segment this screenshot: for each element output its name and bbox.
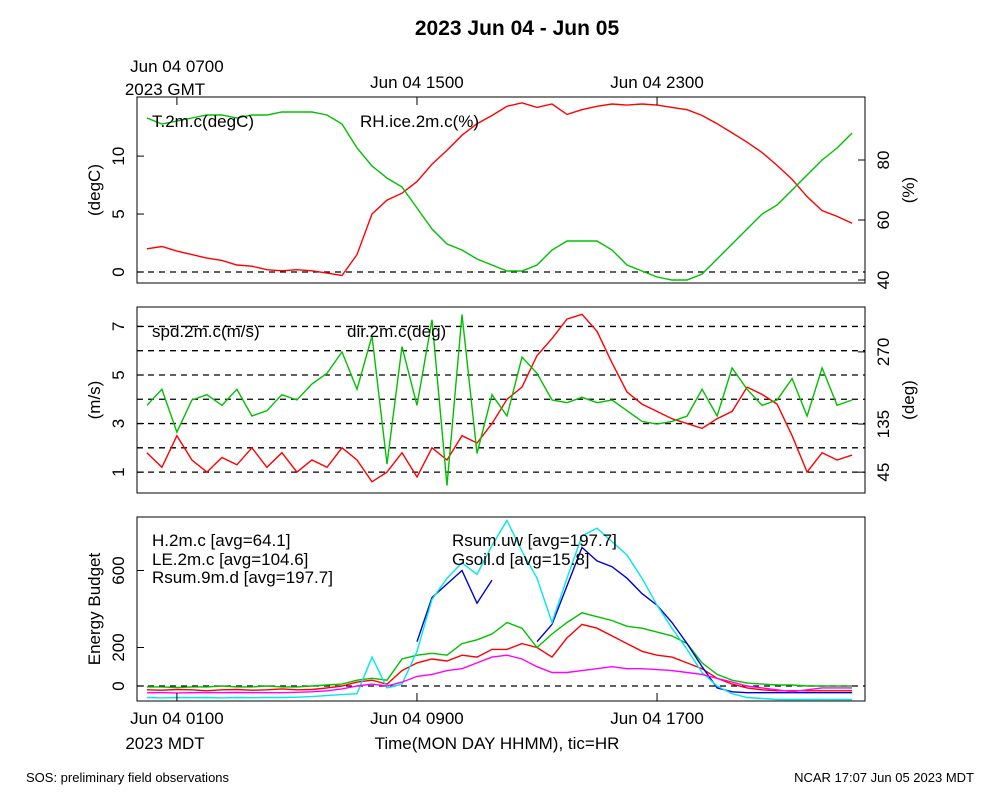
y-axis-label: Energy Budget	[85, 552, 104, 665]
y-tick-label: 5	[109, 209, 128, 218]
legend-entry: Rsum.9m.d [avg=197.7]	[152, 568, 333, 587]
x-axis-label: Time(MON DAY HHMM), tic=HR	[375, 734, 620, 753]
y-tick-label: 0	[109, 267, 128, 276]
series-group	[146, 519, 853, 701]
footer-left: SOS: preliminary field observations	[26, 770, 230, 785]
x-tick-label: Jun 04 0100	[130, 709, 224, 728]
y-tick-label: 7	[109, 322, 128, 331]
x-tick-unit: 2023 GMT	[125, 80, 205, 99]
x-tick-label: Jun 04 1500	[370, 73, 464, 92]
chart-title: 2023 Jun 04 - Jun 05	[415, 17, 620, 40]
legend-entry: Rsum.uw [avg=197.7]	[452, 531, 617, 550]
y2-tick-label: 45	[874, 463, 893, 482]
series-line	[146, 102, 853, 277]
legend-entry: H.2m.c [avg=64.1]	[152, 531, 290, 550]
y-tick-label: 3	[109, 419, 128, 428]
footer-right: NCAR 17:07 Jun 05 2023 MDT	[794, 770, 974, 785]
y-tick-label: 200	[109, 633, 128, 661]
x-tick-unit: 2023 MDT	[125, 734, 204, 753]
series-line	[146, 314, 853, 486]
y2-axis-label: (deg)	[899, 380, 918, 420]
series-line	[146, 612, 853, 689]
series-line	[146, 654, 853, 694]
series-group	[146, 102, 853, 281]
x-tick-label: Jun 04 0700	[130, 57, 224, 76]
y2-tick-label: 60	[874, 211, 893, 230]
y-tick-label: 1	[109, 467, 128, 476]
y-tick-label: 5	[109, 370, 128, 379]
y2-tick-label: 270	[874, 338, 893, 366]
series-line	[146, 623, 853, 692]
legend-entry: LE.2m.c [avg=104.6]	[152, 550, 308, 569]
plot-frame	[136, 96, 866, 284]
y-tick-label: 600	[109, 556, 128, 584]
y-axis-label: (degC)	[85, 164, 104, 216]
legend-entry: spd.2m.c(m/s)	[152, 322, 260, 341]
plot-frame	[136, 306, 866, 494]
x-tick-label: Jun 04 1700	[610, 709, 704, 728]
y2-tick-label: 135	[874, 410, 893, 438]
x-tick-label: Jun 04 2300	[610, 73, 704, 92]
y2-axis-label: (%)	[899, 177, 918, 203]
y-axis-label: (m/s)	[85, 381, 104, 420]
legend-entry: Gsoil.d [avg=15.8]	[452, 550, 590, 569]
x-tick-label: Jun 04 0900	[370, 709, 464, 728]
y2-tick-label: 80	[874, 151, 893, 170]
series-line	[146, 519, 853, 701]
series-group	[146, 313, 853, 486]
series-line	[416, 546, 853, 694]
legend-entry: T.2m.c(degC)	[152, 112, 254, 131]
legend-entry: RH.ice.2m.c(%)	[360, 112, 479, 131]
series-line	[146, 313, 853, 483]
y-tick-label: 0	[109, 681, 128, 690]
y-tick-label: 10	[109, 147, 128, 166]
legend-entry: dir.2m.c(deg)	[347, 322, 446, 341]
plot-frame	[136, 516, 866, 702]
series-line	[146, 111, 853, 281]
y2-tick-label: 40	[874, 271, 893, 290]
